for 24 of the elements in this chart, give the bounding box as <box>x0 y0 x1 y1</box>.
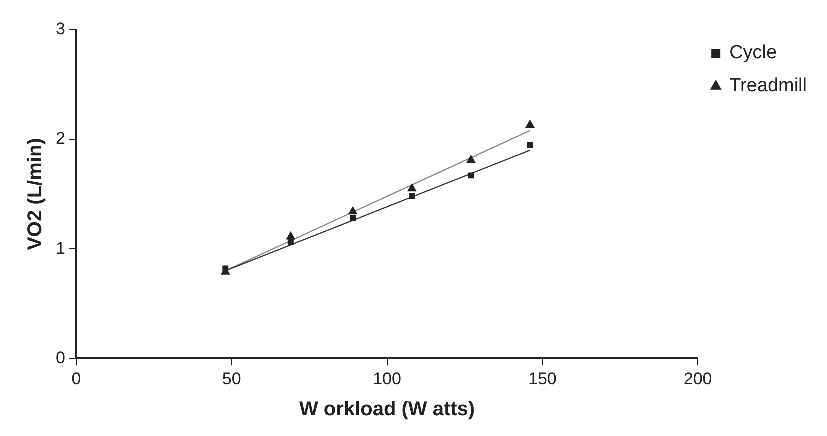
y-axis-title: VO2 (L/min) <box>24 138 47 250</box>
point <box>286 232 296 240</box>
point <box>350 215 356 222</box>
point <box>348 206 358 215</box>
point <box>288 240 294 246</box>
legend-label: Cycle <box>730 42 778 64</box>
y-tick-label: 3 <box>56 20 66 39</box>
point <box>409 194 416 200</box>
x-tick-label: 200 <box>684 369 712 388</box>
x-tick-label: 100 <box>373 369 402 388</box>
point <box>222 266 229 272</box>
point <box>526 120 535 128</box>
legend-label: Treadmill <box>730 76 807 97</box>
x-tick-label: 0 <box>72 369 82 388</box>
y-tick-label: 0 <box>56 348 66 368</box>
y-tick-label: 2 <box>56 129 66 148</box>
point <box>408 184 417 192</box>
x-tick-label: 150 <box>528 369 557 388</box>
x-axis-title: W orkload (W atts) <box>299 398 476 421</box>
point <box>468 172 474 179</box>
point <box>466 155 476 164</box>
y-tick-label: 1 <box>56 238 66 258</box>
x-tick-label: 50 <box>222 369 242 388</box>
point <box>527 142 534 148</box>
